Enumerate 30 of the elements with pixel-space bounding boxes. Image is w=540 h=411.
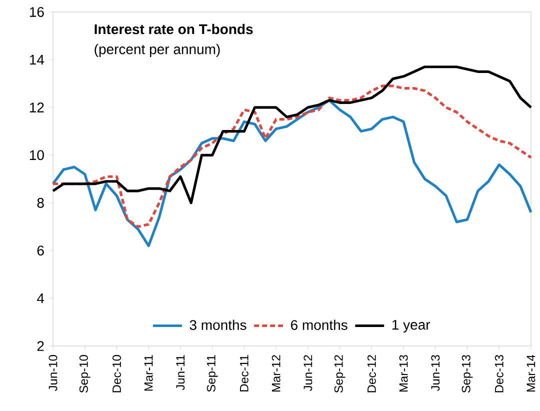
x-tick-label: Jun-13 [431,355,440,392]
x-tick-label: Jun-11 [176,355,185,390]
x-tick-label: Mar-14 [526,354,536,392]
x-tick-label: Dec-10 [112,355,121,392]
y-tick-label: 12 [30,102,44,112]
y-tick-label: 2 [37,341,44,351]
y-tick-label: 6 [37,246,44,256]
y-tick-label: 8 [37,198,44,208]
x-tick-label: Jun-10 [48,355,58,392]
y-tick-label: 4 [37,293,44,304]
legend-label: 6 months [291,320,348,330]
legend-label: 3 months [190,320,246,330]
x-tick-label: Dec-11 [240,355,248,392]
x-tick-label: Mar-12 [272,355,280,392]
x-tick-label: Sep-12 [334,355,346,393]
x-tick-label: Sep-10 [79,355,90,393]
x-tick-label: Dec-12 [367,355,376,392]
x-tick-label: Jun-12 [304,355,312,392]
text: Interest rate on T-bonds [94,24,253,34]
x-tick-label: Mar-13 [399,355,408,392]
x-tick-label: Sep-11 [206,355,218,392]
line-series [52,98,532,248]
y-tick-label: 10 [30,150,44,160]
text: (percent per annum) [94,44,220,57]
y-tick-label: 16 [30,7,44,17]
x-tick-label: Dec-13 [494,355,504,392]
x-tick-label: Mar-11 [144,355,153,391]
y-tick-label: 14 [30,54,44,65]
legend-label: 1 year [392,320,430,332]
x-tick-label: Sep-13 [462,355,473,393]
